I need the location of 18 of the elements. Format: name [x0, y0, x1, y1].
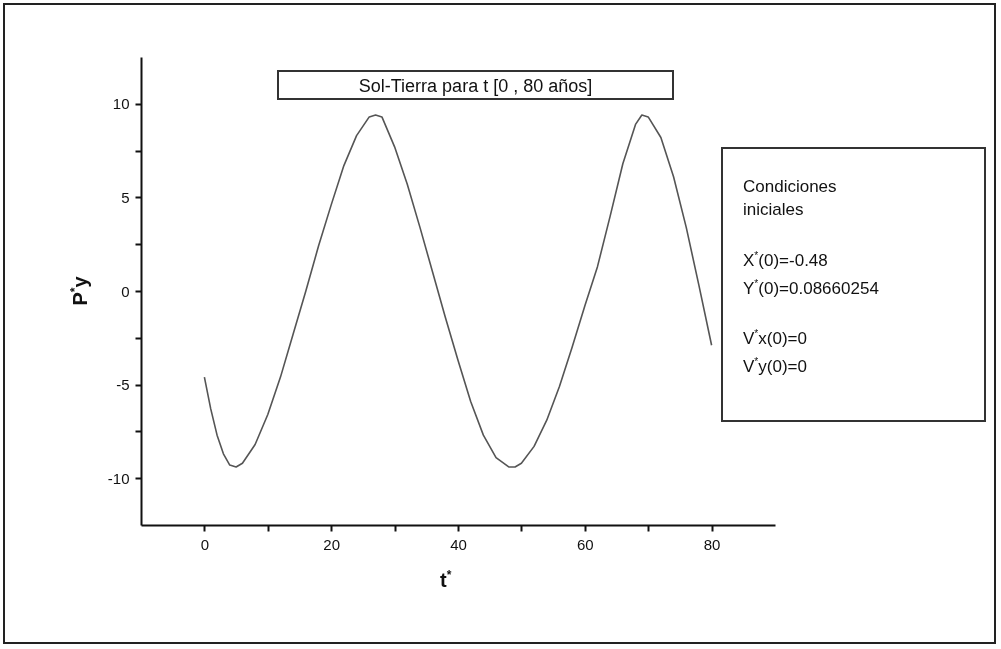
- line-series: [203, 114, 713, 468]
- y-tick-label: -10: [107, 469, 130, 487]
- annotation: Y$^{*}$(0)=0.08660254: [743, 276, 880, 300]
- y-tick-label: 0: [121, 282, 130, 300]
- x-axis-title: t$^{*}$: [440, 568, 452, 592]
- annotation: X$^{*}$(0)=-0.48: [743, 249, 829, 272]
- x-tick-label: 80: [703, 535, 721, 553]
- x-tick-label: 40: [450, 535, 467, 553]
- x-tick-label: 20: [323, 535, 341, 553]
- y-tick-label: -5: [116, 376, 130, 394]
- annotation: Condiciones iniciales: [743, 176, 838, 221]
- text-frame: Sol-Tierra para t [0 , 80 años]: [277, 70, 674, 100]
- annotation: V$^{*}$y(0)=0: [743, 354, 808, 378]
- y-tick-label: 10: [112, 95, 130, 113]
- y-tick-label: 5: [121, 188, 130, 206]
- annotation: V$^{*}$x(0)=0: [743, 327, 808, 350]
- x-tick-label: 60: [576, 535, 594, 553]
- x-tick-label: 0: [200, 535, 210, 553]
